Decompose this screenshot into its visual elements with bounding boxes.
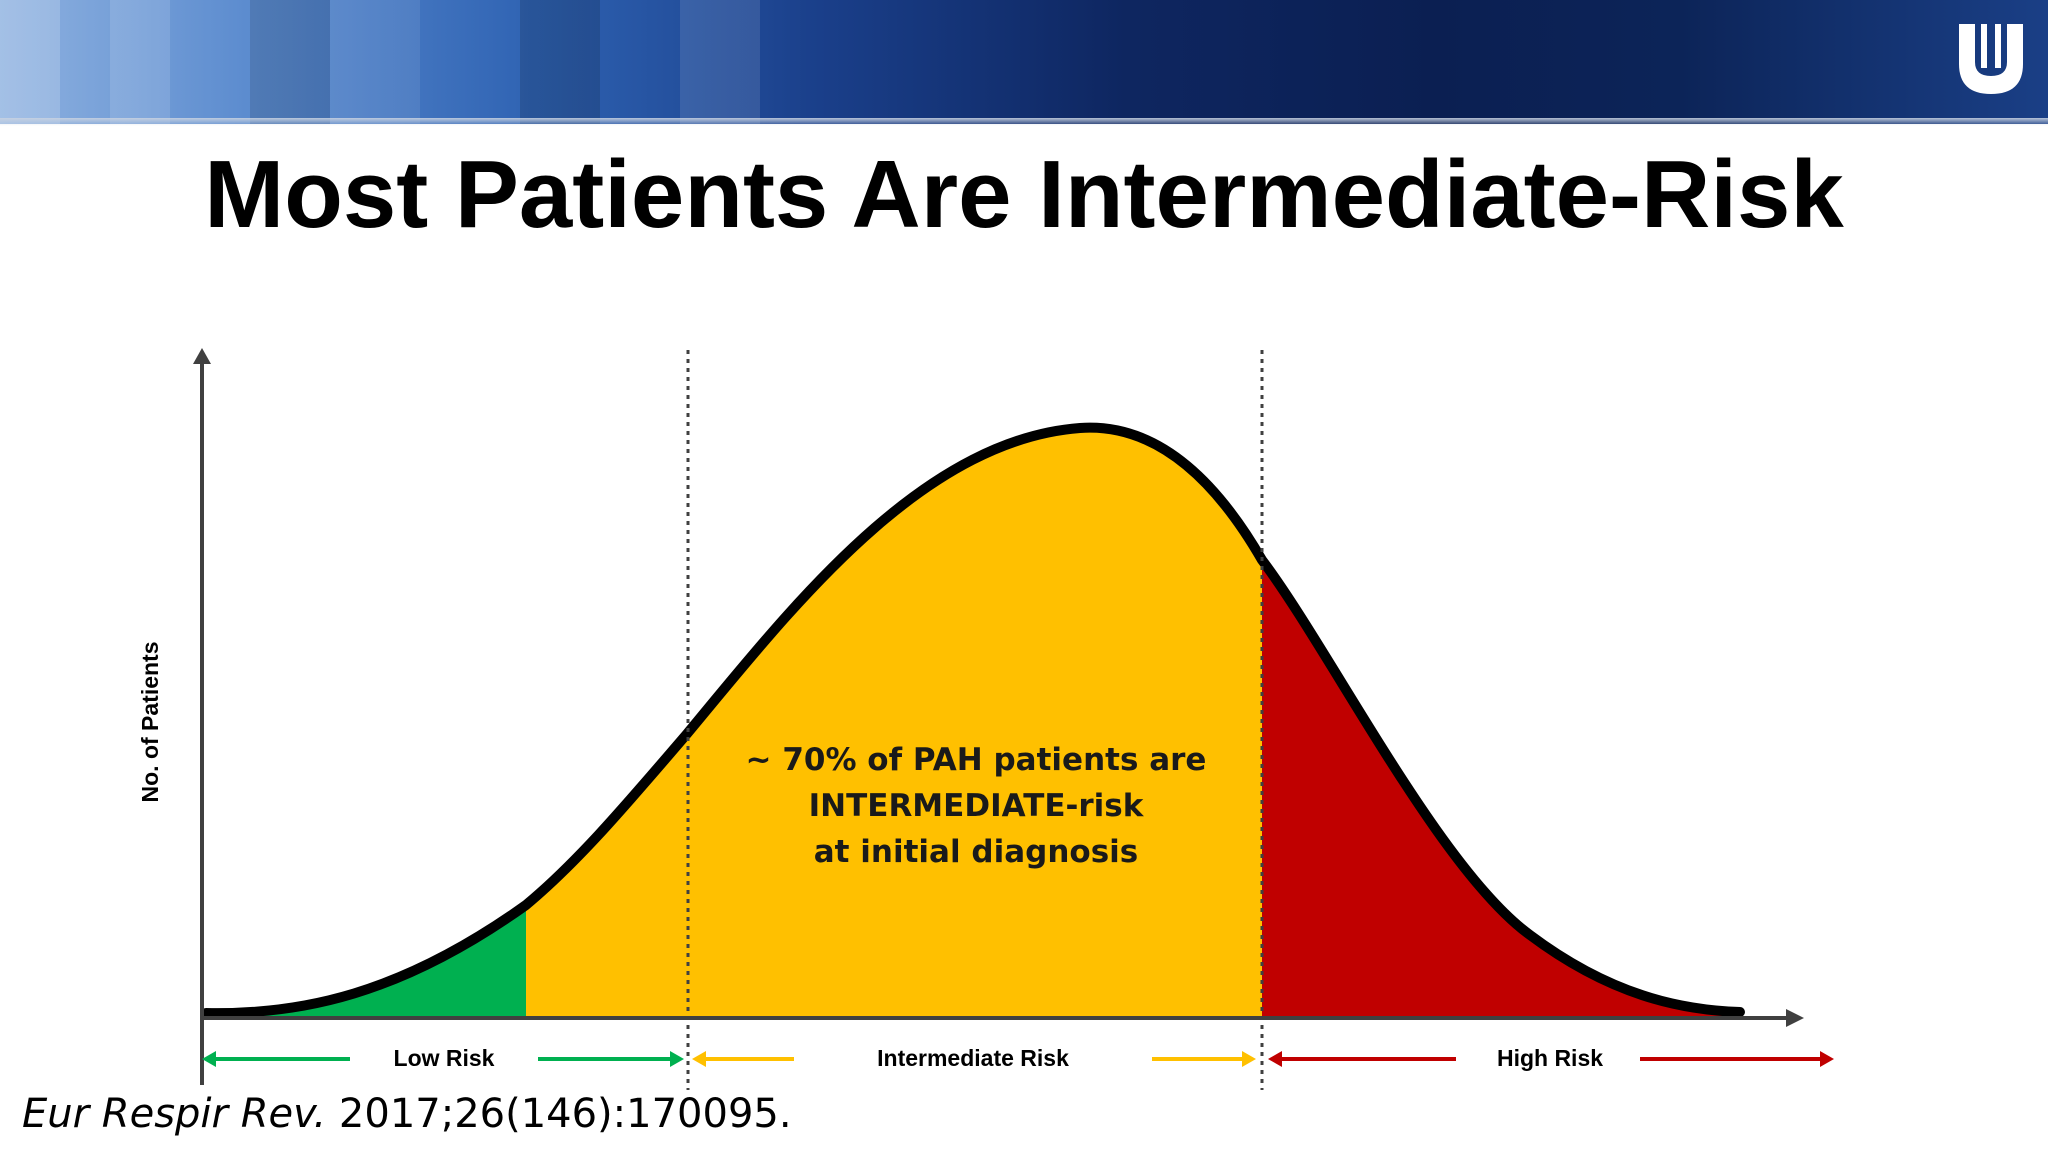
low-risk-area: [202, 905, 526, 1018]
low-risk-range: [202, 1051, 684, 1067]
high-risk-label: High Risk: [1497, 1045, 1603, 1071]
low-transition-area: [526, 735, 686, 1018]
annotation-line-2: INTERMEDIATE-risk: [809, 788, 1145, 824]
annotation-line-1: ~ 70% of PAH patients are: [746, 742, 1207, 778]
annotation-line-3: at initial diagnosis: [814, 834, 1138, 870]
distribution-curve: [201, 422, 1745, 1019]
citation: Eur Respir Rev. 2017;26(146):170095.: [22, 1088, 792, 1140]
intermediate-risk-label: Intermediate Risk: [877, 1045, 1069, 1071]
high-risk-area: [1262, 560, 1740, 1018]
citation-reference: 2017;26(146):170095.: [326, 1091, 792, 1137]
banner-shadow: [0, 118, 2048, 126]
y-axis-arrowhead: [193, 348, 211, 364]
citation-journal: Eur Respir Rev.: [22, 1091, 327, 1137]
duke-logo-icon: [1959, 24, 2023, 94]
y-axis-label: No. of Patients: [137, 641, 163, 802]
x-axis-arrowhead: [1786, 1009, 1804, 1027]
low-risk-label: Low Risk: [394, 1045, 495, 1071]
intermediate-risk-range: [692, 1051, 1256, 1067]
slide-title: Most Patients Are Intermediate-Risk: [204, 141, 1844, 248]
header-banner: [0, 0, 2048, 124]
high-risk-range: [1268, 1051, 1834, 1067]
intermediate-risk-area: [686, 427, 1262, 1018]
